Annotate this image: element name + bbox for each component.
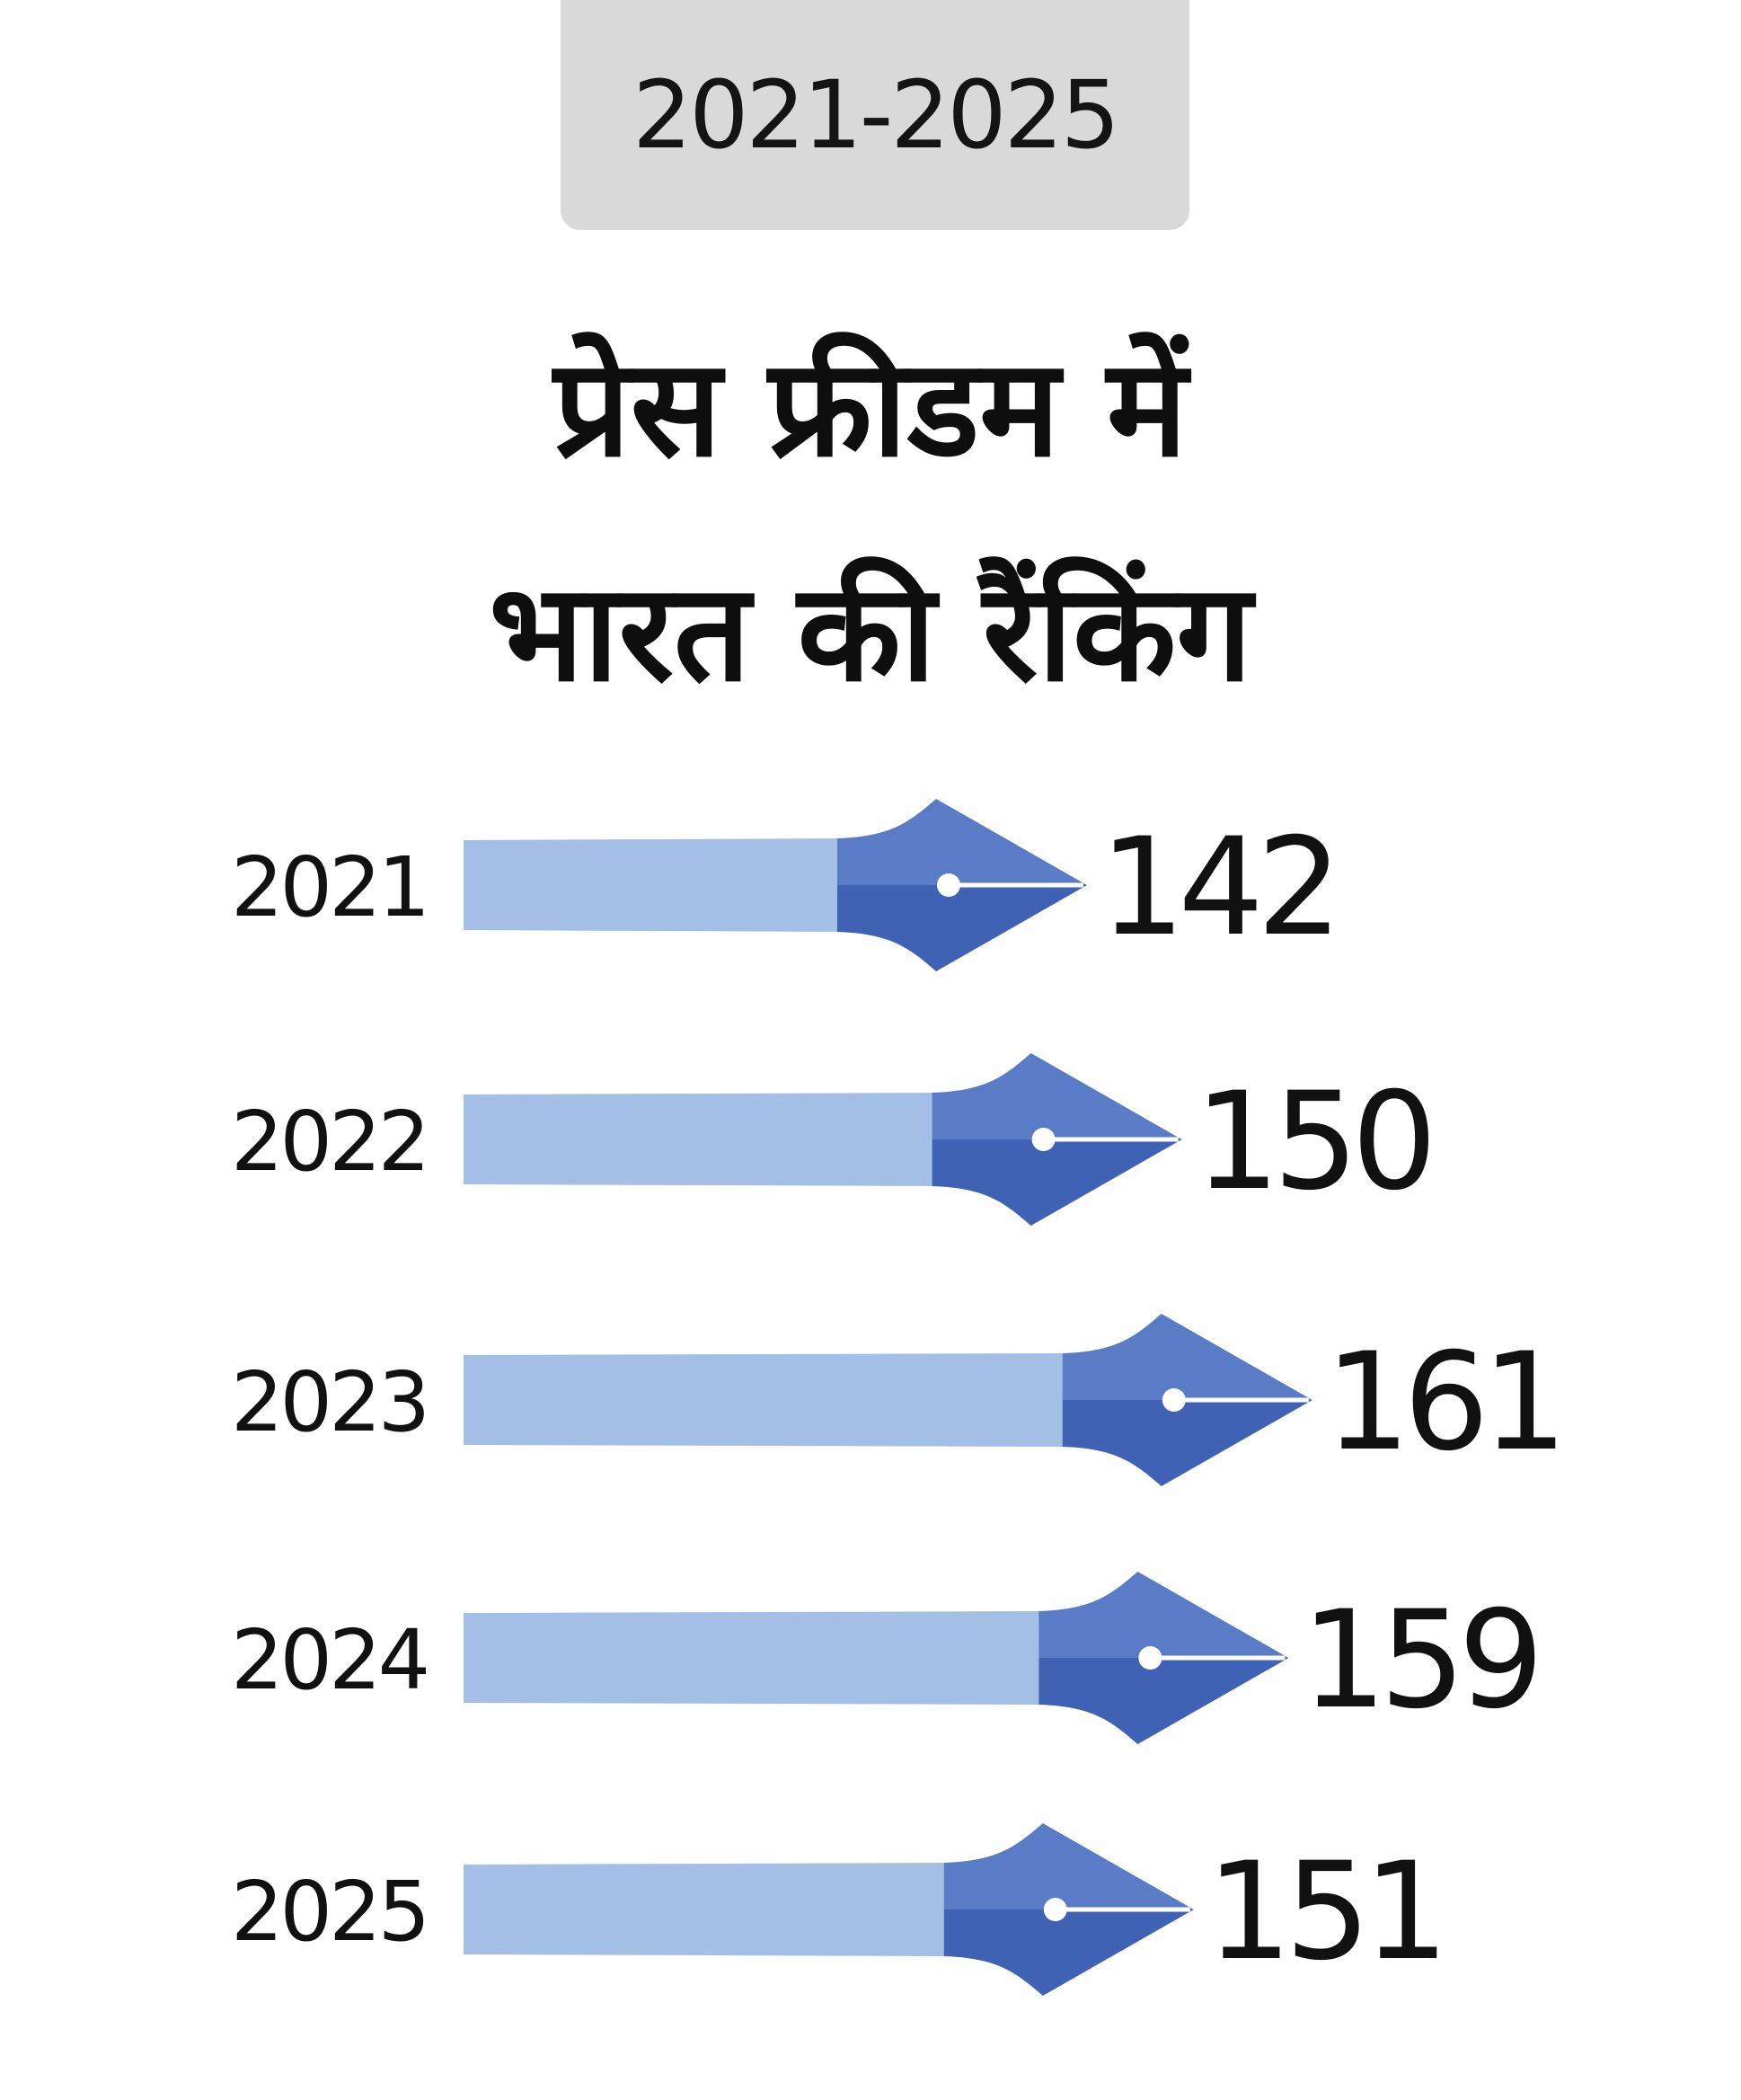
value-label-2024: 159 xyxy=(1301,1582,1536,1739)
pen-nib-top-2021 xyxy=(837,799,1087,885)
pen-nib-top-2022 xyxy=(932,1053,1182,1139)
title-line-2: भारत की रैंकिंग xyxy=(489,555,1252,712)
year-label-2021: 2021 xyxy=(231,839,427,935)
chart-title: प्रेस फ्रीडम में भारत की रैंकिंग xyxy=(0,297,1741,746)
pen-hole-2023 xyxy=(1162,1388,1186,1412)
pen-shaft-2023 xyxy=(464,1353,1066,1447)
pen-nib-bottom-2024 xyxy=(1038,1658,1289,1744)
pen-bar-2022 xyxy=(464,1053,1182,1226)
pen-shaft-2022 xyxy=(464,1093,936,1186)
pen-hole-2022 xyxy=(1031,1128,1056,1151)
value-label-2021: 142 xyxy=(1100,810,1335,966)
period-label: 2021-2025 xyxy=(632,60,1120,170)
pen-nib-bottom-2025 xyxy=(943,1909,1194,1996)
pen-hole-2025 xyxy=(1043,1898,1067,1921)
pen-shaft-2025 xyxy=(464,1863,948,1956)
pen-hole-2021 xyxy=(937,873,960,897)
value-label-2022: 150 xyxy=(1195,1064,1430,1220)
pen-nib-bottom-2022 xyxy=(932,1139,1182,1226)
value-label-2025: 151 xyxy=(1206,1834,1442,1990)
year-label-2024: 2024 xyxy=(231,1612,427,1708)
pen-nib-top-2025 xyxy=(943,1823,1194,1909)
period-badge: 2021-2025 xyxy=(561,0,1189,230)
title-line-1: प्रेस फ्रीडम में xyxy=(553,331,1188,487)
pen-bar-2025 xyxy=(464,1823,1194,1996)
pen-bar-2024 xyxy=(464,1572,1289,1744)
pen-nib-top-2023 xyxy=(1062,1314,1312,1400)
pen-nib-bottom-2021 xyxy=(837,885,1087,971)
year-label-2022: 2022 xyxy=(231,1094,427,1190)
pen-bar-2023 xyxy=(464,1314,1312,1486)
pen-bar-2021 xyxy=(464,799,1087,971)
year-label-2023: 2023 xyxy=(231,1354,427,1450)
pen-shaft-2021 xyxy=(464,838,841,932)
year-label-2025: 2025 xyxy=(231,1864,427,1960)
pen-nib-bottom-2023 xyxy=(1062,1400,1312,1486)
pen-shaft-2024 xyxy=(464,1611,1043,1705)
pen-hole-2024 xyxy=(1138,1646,1162,1670)
value-label-2023: 161 xyxy=(1325,1325,1560,1481)
pen-nib-top-2024 xyxy=(1038,1572,1289,1658)
